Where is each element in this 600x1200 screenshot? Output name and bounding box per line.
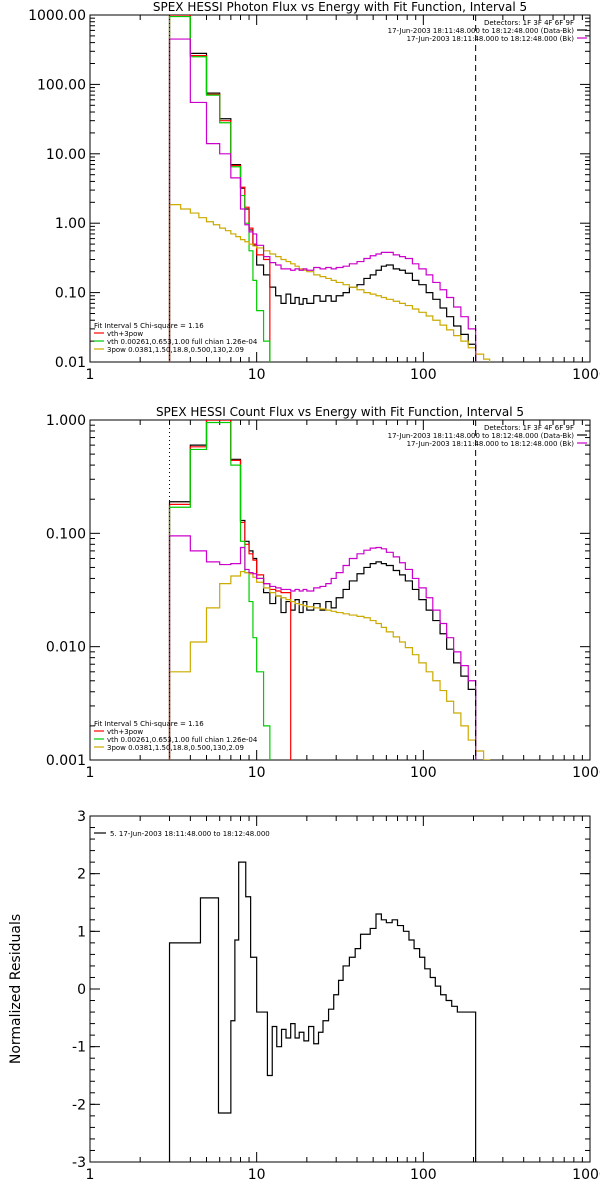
y-tick-label: 1.00 bbox=[55, 216, 86, 232]
x-tick-label: 1 bbox=[86, 765, 95, 781]
x-tick-label: 1 bbox=[86, 367, 95, 383]
y-tick-label: 3 bbox=[77, 809, 86, 825]
series-2-histogram bbox=[168, 15, 271, 362]
header-line: Detectors: 1F 3F 4F 6F 9F bbox=[484, 19, 574, 27]
header-line: 17-Jun-2003 18:11:48.000 to 18:12:48.000… bbox=[388, 27, 575, 35]
x-tick-label: 10 bbox=[248, 367, 266, 383]
x-tick-label: 100 bbox=[410, 367, 437, 383]
residuals-panel: 1 10 100 1000 -3 -2 -1 0 1 2 3 Normalized Residuals… bbox=[8, 809, 600, 1183]
series-4-histogram bbox=[168, 535, 477, 760]
series-0-histogram bbox=[168, 420, 477, 760]
legend-entry: vth+3pow bbox=[107, 330, 143, 338]
x-axis: 1 10 100 1000 bbox=[86, 420, 600, 781]
x-tick-label: 10 bbox=[248, 1167, 266, 1183]
plot-area bbox=[168, 420, 491, 760]
y-tick-label: 1000.00 bbox=[28, 8, 86, 24]
count-flux-panel: SPEX HESSI Count Flux vs Energy with Fit… bbox=[46, 405, 600, 781]
legend-title: Fit Interval 5 Chi-square = 1.16 bbox=[94, 322, 204, 330]
series-3-histogram bbox=[168, 570, 491, 760]
header-line: 17-Jun-2003 18:11:48.000 to 18:12:48.000… bbox=[407, 35, 575, 43]
y-tick-label: -2 bbox=[72, 1097, 86, 1113]
y-tick-label: 0.100 bbox=[46, 526, 86, 542]
legend-title: Fit Interval 5 Chi-square = 1.16 bbox=[94, 720, 204, 728]
legend-entry: vth 0.00261,0.653,1.00 full chian 1.26e-… bbox=[107, 338, 258, 346]
x-tick-label: 1000 bbox=[572, 765, 600, 781]
legend-entry: vth+3pow bbox=[107, 728, 143, 736]
y-axis-label: Normalized Residuals bbox=[8, 914, 24, 1064]
y-tick-label: 0.01 bbox=[55, 355, 86, 371]
plot-area bbox=[168, 861, 477, 1162]
y-tick-label: 0.10 bbox=[55, 286, 86, 302]
x-tick-label: 100 bbox=[410, 1167, 437, 1183]
legend-entry: 5. 17-Jun-2003 18:11:48.000 to 18:12:48.… bbox=[110, 830, 270, 838]
chart-title: SPEX HESSI Photon Flux vs Energy with Fi… bbox=[153, 0, 527, 14]
y-tick-label: 100.00 bbox=[37, 77, 86, 93]
y-axis: 0.001 0.010 0.100 1.000 bbox=[46, 413, 590, 769]
y-tick-label: 1.000 bbox=[46, 413, 86, 429]
y-tick-label: -3 bbox=[72, 1155, 86, 1171]
x-tick-label: 1000 bbox=[572, 367, 600, 383]
x-axis: 1 10 100 1000 bbox=[86, 15, 600, 383]
y-tick-label: 1 bbox=[77, 924, 86, 940]
header-line: Detectors: 1F 3F 4F 6F 9F bbox=[484, 424, 574, 432]
x-axis: 1 10 100 1000 bbox=[86, 816, 600, 1183]
y-tick-label: 0.001 bbox=[46, 753, 86, 769]
photon-flux-panel: SPEX HESSI Photon Flux vs Energy with Fi… bbox=[28, 0, 600, 383]
y-tick-label: 10.00 bbox=[46, 147, 86, 163]
y-axis: 0.01 0.10 1.00 10.00 100.00 1000.00 bbox=[28, 8, 590, 371]
x-tick-label: 1000 bbox=[572, 1167, 600, 1183]
series-4-histogram bbox=[168, 38, 477, 362]
series-3-histogram bbox=[168, 204, 491, 362]
chart-title: SPEX HESSI Count Flux vs Energy with Fit… bbox=[156, 405, 524, 419]
legend-entry: 3pow 0.0381,1.50,18.8,0.500,130,2.09 bbox=[107, 346, 244, 354]
legend-entry: 3pow 0.0381,1.50,18.8,0.500,130,2.09 bbox=[107, 744, 244, 752]
series-2-histogram bbox=[168, 421, 271, 760]
y-tick-label: 0 bbox=[77, 982, 86, 998]
legend-entry: vth 0.00261,0.653,1.00 full chian 1.26e-… bbox=[107, 736, 258, 744]
plot-frame bbox=[89, 815, 591, 1163]
y-axis: -3 -2 -1 0 1 2 3 bbox=[72, 809, 590, 1171]
x-tick-label: 1 bbox=[86, 1167, 95, 1183]
x-tick-label: 100 bbox=[410, 765, 437, 781]
plot-frame bbox=[89, 14, 591, 363]
x-tick-label: 10 bbox=[248, 765, 266, 781]
plot-frame bbox=[89, 419, 591, 761]
header-line: 17-Jun-2003 18:11:48.000 to 18:12:48.000… bbox=[407, 440, 575, 448]
header-line: 17-Jun-2003 18:11:48.000 to 18:12:48.000… bbox=[388, 432, 575, 440]
series-0-histogram bbox=[168, 861, 477, 1162]
y-tick-label: 2 bbox=[77, 867, 86, 883]
y-tick-label: -1 bbox=[72, 1040, 86, 1056]
plot-area bbox=[168, 15, 491, 362]
y-tick-label: 0.010 bbox=[46, 640, 86, 656]
